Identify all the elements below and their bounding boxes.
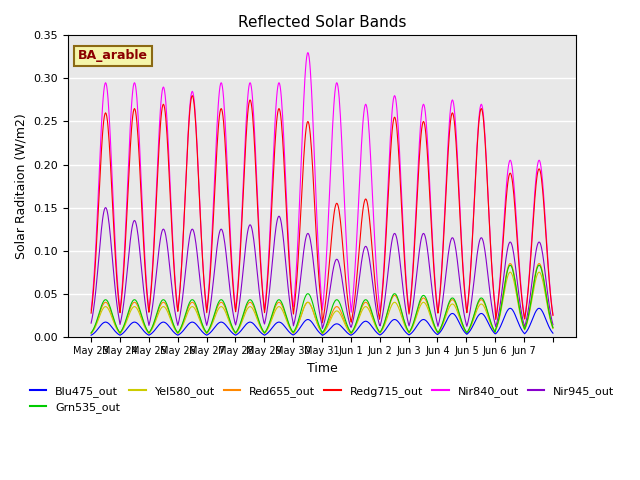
Nir840_out [396,146,403,152]
Blu475_out [249,321,257,326]
Red655_out [396,301,403,307]
Grn535_out [267,317,275,323]
Nir840_out [267,216,275,221]
Blu475_out [87,332,95,338]
Grn535_out [227,319,234,324]
Nir840_out [249,104,257,109]
Line: Red655_out: Red655_out [91,264,553,334]
Blu475_out [370,326,378,332]
Yel580_out [249,307,257,312]
Red655_out [227,320,234,325]
Nir840_out [549,312,557,317]
Blu475_out [549,330,557,336]
Redg715_out [188,93,196,98]
Nir945_out [142,305,150,311]
Grn535_out [141,324,149,329]
Redg715_out [549,312,557,318]
Blu475_out [267,327,275,333]
Red655_out [267,318,275,324]
Line: Nir840_out: Nir840_out [91,52,553,318]
Redg715_out [319,320,326,325]
Y-axis label: Solar Raditaion (W/m2): Solar Raditaion (W/m2) [15,113,28,259]
Yel580_out [141,325,149,331]
Nir945_out [250,237,257,242]
Redg715_out [87,310,95,316]
Nir945_out [549,322,557,328]
Redg715_out [227,250,235,256]
Redg715_out [250,128,257,134]
Redg715_out [268,216,275,222]
Nir945_out [87,320,95,326]
Nir840_out [227,228,234,234]
Yel580_out [87,331,95,336]
Yel580_out [370,318,378,324]
Grn535_out [395,298,403,304]
Blu475_out [319,333,326,338]
Nir840_out [492,315,500,321]
Red655_out [549,324,557,330]
Nir840_out [304,49,312,55]
Line: Grn535_out: Grn535_out [91,265,553,333]
Grn535_out [87,330,95,336]
Red655_out [370,316,378,322]
Grn535_out [369,313,377,319]
X-axis label: Time: Time [307,362,337,375]
Nir945_out [396,259,404,264]
Red655_out [87,330,95,336]
Yel580_out [396,307,403,313]
Nir945_out [319,326,326,332]
Line: Nir945_out: Nir945_out [91,207,553,329]
Title: Reflected Solar Bands: Reflected Solar Bands [238,15,406,30]
Grn535_out [506,263,514,268]
Line: Blu475_out: Blu475_out [91,308,553,336]
Redg715_out [396,174,404,180]
Yel580_out [227,321,234,327]
Red655_out [506,261,514,266]
Redg715_out [371,270,378,276]
Nir945_out [227,294,235,300]
Text: BA_arable: BA_arable [78,49,148,62]
Yel580_out [267,320,275,325]
Blu475_out [227,328,234,334]
Blu475_out [141,330,149,336]
Nir945_out [102,204,109,210]
Grn535_out [249,300,257,306]
Redg715_out [141,269,149,275]
Grn535_out [549,325,557,331]
Nir945_out [268,272,275,277]
Yel580_out [319,331,326,337]
Blu475_out [506,305,514,311]
Nir840_out [141,262,149,268]
Red655_out [249,302,257,308]
Nir945_out [371,292,378,298]
Line: Redg715_out: Redg715_out [91,96,553,323]
Yel580_out [506,269,514,275]
Yel580_out [549,326,557,332]
Nir840_out [87,307,95,313]
Red655_out [141,324,149,330]
Line: Yel580_out: Yel580_out [91,272,553,334]
Legend: Blu475_out, Grn535_out, Yel580_out, Red655_out, Redg715_out, Nir840_out, Nir945_: Blu475_out, Grn535_out, Yel580_out, Red6… [25,382,619,418]
Nir840_out [370,214,378,219]
Red655_out [319,331,326,336]
Blu475_out [396,321,403,326]
